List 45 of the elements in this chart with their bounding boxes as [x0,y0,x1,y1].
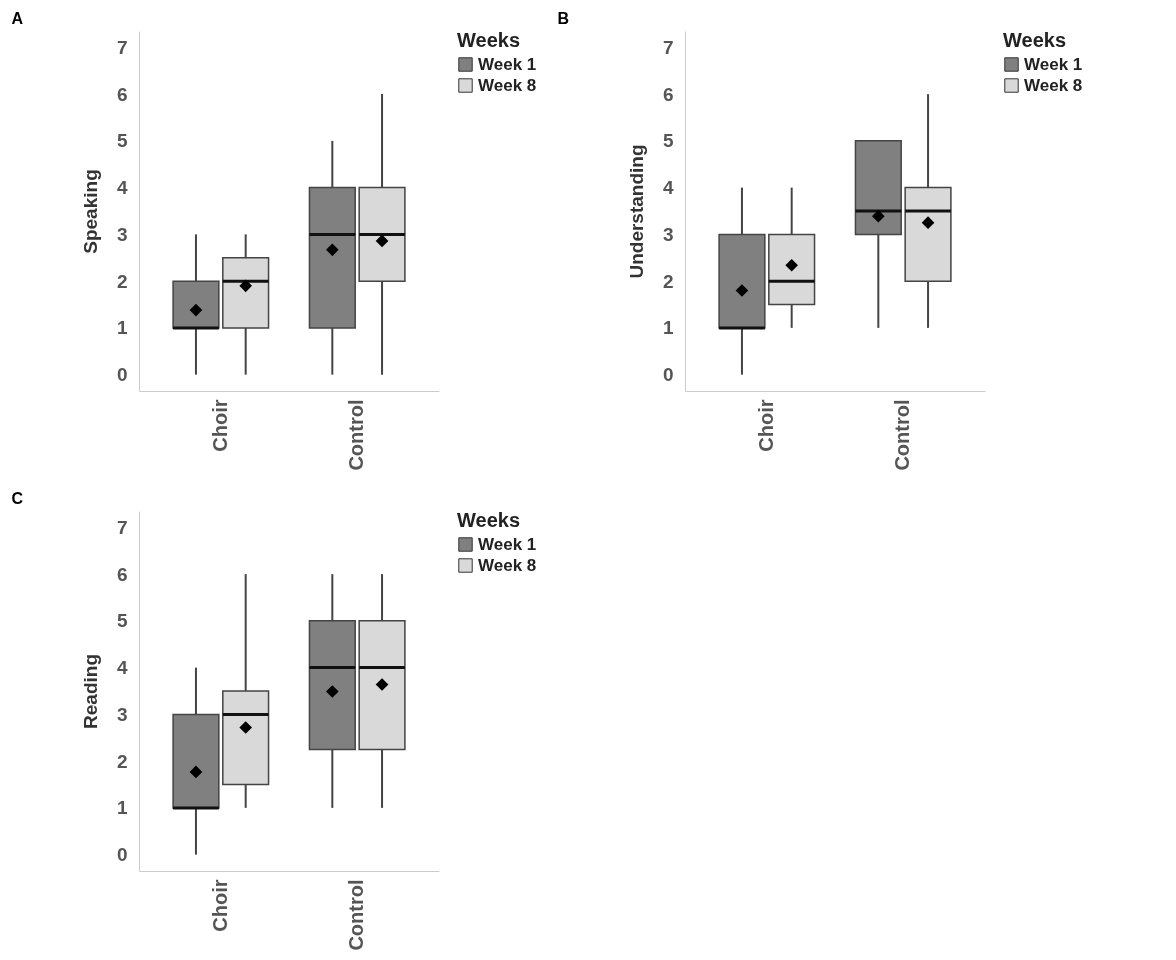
y-tick-label: 2 [662,270,674,292]
y-tick-label: 1 [116,797,128,819]
y-tick-label: 4 [116,177,128,199]
y-tick-label: 4 [662,177,674,199]
chart-title: A [11,10,24,27]
y-tick-label: 5 [662,130,674,152]
legend-title: Weeks [457,509,521,531]
x-tick-label: Choir [208,399,231,452]
y-axis-title: Understanding [625,144,647,279]
x-tick-label: Control [891,399,914,471]
y-tick-label: 5 [116,130,128,152]
y-tick-label: 6 [662,83,674,105]
legend-title: Weeks [1003,29,1067,51]
legend-label: Week 1 [478,534,537,554]
legend-label: Week 8 [478,75,537,95]
y-tick-label: 4 [116,657,128,679]
x-tick-label: Control [345,399,368,471]
legend-label: Week 8 [478,555,537,575]
y-tick-label: 0 [662,364,674,386]
y-axis-title: Speaking [79,169,101,254]
chart-title: C [11,490,24,507]
legend-title: Weeks [457,29,521,51]
y-tick-label: 5 [116,610,128,632]
y-tick-label: 0 [116,844,128,866]
y-tick-label: 2 [116,270,128,292]
x-tick-label: Choir [208,879,231,932]
y-tick-label: 3 [116,223,128,245]
y-tick-label: 7 [662,36,674,58]
y-tick-label: 6 [116,563,128,585]
y-tick-label: 0 [116,364,128,386]
y-tick-label: 6 [116,83,128,105]
chart-title: B [557,10,569,27]
y-tick-label: 1 [662,317,674,339]
y-tick-label: 7 [116,516,128,538]
legend-label: Week 8 [1024,75,1083,95]
y-tick-label: 7 [116,36,128,58]
y-tick-label: 3 [116,703,128,725]
legend-label: Week 1 [478,54,537,74]
x-tick-label: Choir [754,399,777,452]
y-axis-title: Reading [79,654,101,729]
y-tick-label: 1 [116,317,128,339]
y-tick-label: 2 [116,750,128,772]
legend-label: Week 1 [1024,54,1083,74]
x-tick-label: Control [345,879,368,951]
y-tick-label: 3 [662,223,674,245]
